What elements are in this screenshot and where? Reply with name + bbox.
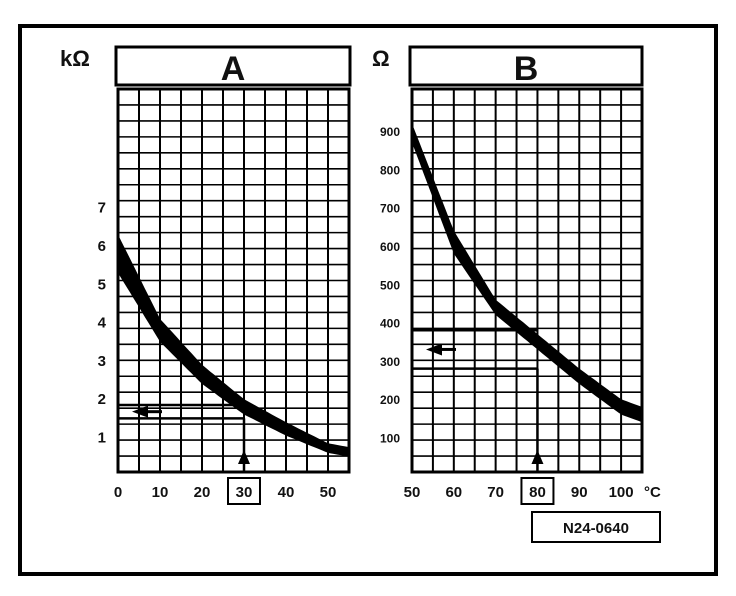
reading-arrow-left-b — [426, 343, 442, 356]
y-tick-label-a: 3 — [98, 353, 106, 370]
y-tick-label-a: 7 — [98, 200, 106, 217]
reading-arrow-up-b — [531, 450, 544, 464]
figure-code: N24-0640 — [563, 520, 629, 537]
x-tick-label-a: 20 — [194, 484, 211, 501]
y-tick-label-a: 1 — [98, 430, 106, 447]
y-tick-label-a: 4 — [98, 315, 107, 332]
y-tick-label-b: 800 — [380, 163, 400, 177]
panel-b-title-box — [408, 45, 644, 87]
x-tick-label-b: 90 — [571, 484, 588, 501]
y-tick-label-b: 600 — [380, 240, 400, 254]
reading-arrow-left-a — [132, 405, 148, 418]
x-tick-label-b: 60 — [445, 484, 462, 501]
reading-arrow-up-a — [238, 450, 250, 464]
x-axis-unit-b: °C — [644, 484, 661, 501]
y-tick-label-a: 2 — [98, 391, 106, 408]
y-tick-label-b: 500 — [380, 278, 400, 292]
y-tick-label-b: 700 — [380, 202, 400, 216]
panel-b-y-unit: Ω — [372, 46, 390, 71]
panel-a-plot: 0 10 20 30 40 50 1 2 3 4 5 6 7 — [98, 87, 351, 505]
y-tick-label-b: 400 — [380, 317, 400, 331]
y-tick-label-a: 6 — [98, 238, 106, 255]
highlighted-tick-box-b — [520, 477, 555, 505]
panel-b-plot: 50 60 70 80 90 100 °C 100 200 300 400 500 600 700 800 9… — [380, 87, 661, 505]
y-tick-label-b: 900 — [380, 125, 400, 139]
y-tick-label-b: 100 — [380, 432, 400, 446]
x-tick-label-a: 40 — [278, 484, 295, 501]
outer-frame — [18, 24, 718, 576]
highlighted-tick-box-a — [227, 477, 261, 505]
panel-a-y-unit: kΩ — [60, 46, 90, 71]
y-tick-label-a: 5 — [98, 276, 106, 293]
panel-a-title: A — [221, 50, 246, 88]
x-tick-label-a: 0 — [114, 484, 122, 501]
y-tick-label-b: 300 — [380, 355, 400, 369]
x-tick-label-b: 70 — [487, 484, 504, 501]
y-tick-label-b: 200 — [380, 393, 400, 407]
x-tick-label-a: 50 — [320, 484, 337, 501]
x-tick-label-b: 100 — [609, 484, 634, 501]
panel-a-title-box — [114, 45, 352, 87]
figure-code-box — [531, 511, 661, 543]
x-tick-label-b: 80 — [529, 484, 546, 501]
x-tick-label-a: 30 — [236, 484, 253, 501]
x-tick-label-b: 50 — [404, 484, 421, 501]
x-tick-label-a: 10 — [152, 484, 169, 501]
tolerance-band-a — [118, 234, 349, 457]
panel-b-title: B — [514, 50, 539, 88]
